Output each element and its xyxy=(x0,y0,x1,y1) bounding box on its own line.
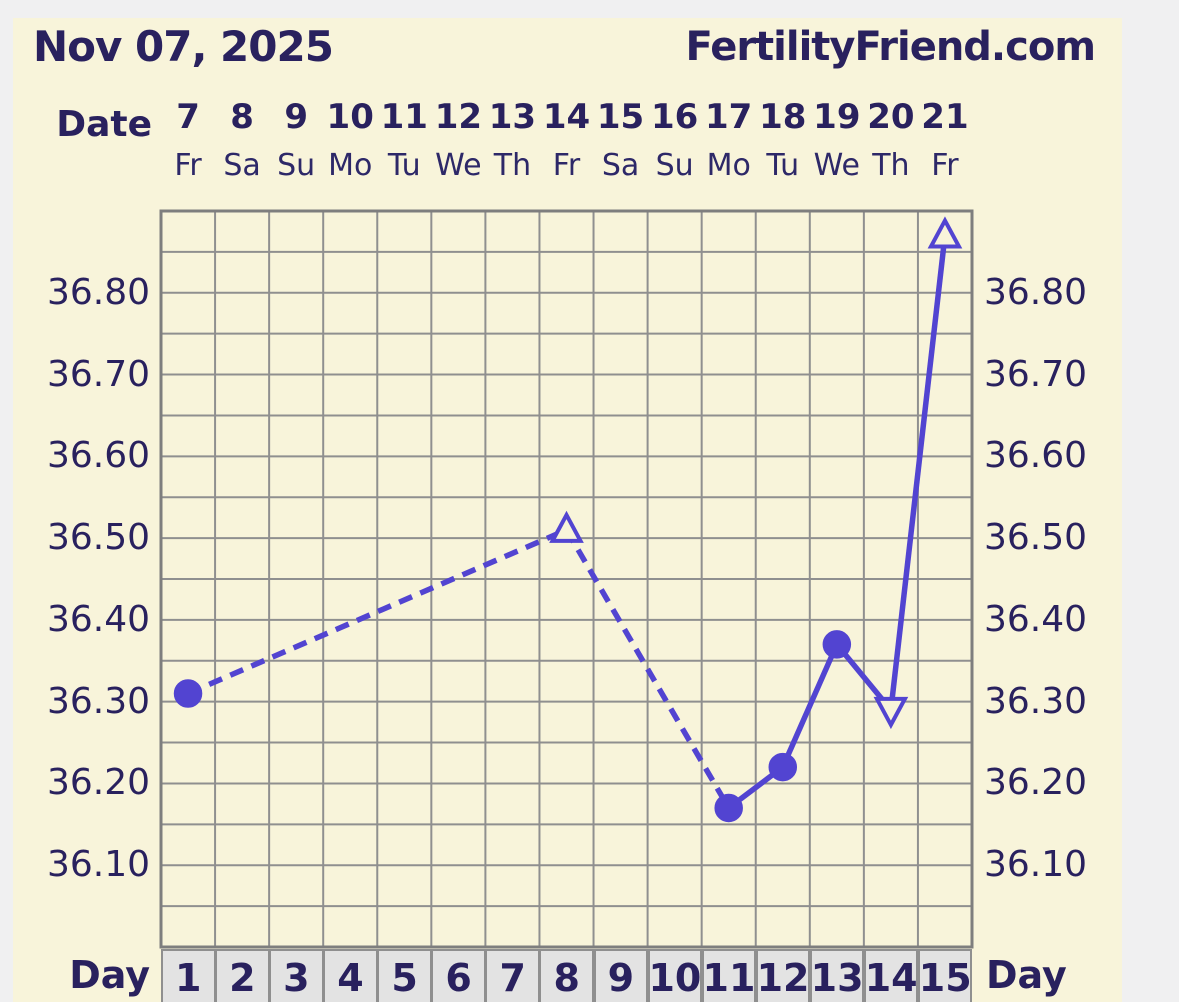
data-point-day-15[interactable] xyxy=(927,216,963,249)
y-tick-right-36.70: 36.70 xyxy=(984,353,1088,395)
y-tick-right-36.10: 36.10 xyxy=(984,844,1088,886)
y-tick-right-36.80: 36.80 xyxy=(984,271,1088,313)
weekday-tick: Tu xyxy=(387,148,421,183)
data-point-day-12[interactable] xyxy=(768,752,798,782)
y-tick-left-36.30: 36.30 xyxy=(46,680,150,722)
day-cell-9[interactable]: 9 xyxy=(593,949,649,1002)
y-tick-left-36.50: 36.50 xyxy=(46,517,150,559)
data-point-day-14[interactable] xyxy=(873,696,909,730)
weekday-tick: Su xyxy=(277,148,316,183)
day-axis-caption-right: Day xyxy=(986,953,1067,997)
day-cell-1[interactable]: 1 xyxy=(161,949,216,1002)
weekday-tick: Fr xyxy=(552,148,581,183)
weekday-tick: Sa xyxy=(601,148,640,183)
data-point-day-1[interactable] xyxy=(173,679,203,708)
day-cell-6[interactable]: 6 xyxy=(431,949,486,1002)
brand-link[interactable]: FertilityFriend.com xyxy=(685,24,1096,70)
day-cell-4[interactable]: 4 xyxy=(323,949,378,1002)
chart-card xyxy=(13,18,1122,1002)
data-point-day-11[interactable] xyxy=(714,793,743,823)
weekday-tick: Mo xyxy=(706,148,751,183)
day-cell-2[interactable]: 2 xyxy=(215,949,270,1002)
day-cell-7[interactable]: 7 xyxy=(485,949,540,1002)
y-tick-left-36.60: 36.60 xyxy=(46,435,150,477)
y-tick-left-36.10: 36.10 xyxy=(46,844,150,886)
date-tick-8: 8 xyxy=(230,97,254,137)
weekday-tick: We xyxy=(435,148,482,183)
date-tick-11: 11 xyxy=(380,97,428,137)
date-tick-19: 19 xyxy=(813,97,861,137)
chart-date-title: Nov 07, 2025 xyxy=(33,22,334,71)
y-tick-left-36.80: 36.80 xyxy=(46,271,150,313)
day-axis-caption-left: Day xyxy=(69,953,150,997)
y-tick-right-36.50: 36.50 xyxy=(984,517,1088,559)
weekday-tick: Sa xyxy=(223,148,261,183)
day-cell-13[interactable]: 13 xyxy=(809,949,865,1002)
day-cell-12[interactable]: 12 xyxy=(755,949,811,1002)
weekday-tick: Fr xyxy=(174,148,202,183)
y-tick-left-36.40: 36.40 xyxy=(46,598,150,640)
date-tick-20: 20 xyxy=(867,97,915,137)
weekday-tick: Mo xyxy=(328,148,373,183)
temp-line-dashed xyxy=(564,528,732,810)
date-tick-17: 17 xyxy=(705,97,753,137)
day-cell-10[interactable]: 10 xyxy=(647,949,703,1002)
weekday-tick: Tu xyxy=(766,148,800,183)
y-tick-right-36.20: 36.20 xyxy=(984,762,1088,804)
y-tick-left-36.20: 36.20 xyxy=(46,762,150,804)
data-point-day-8[interactable] xyxy=(549,510,584,543)
date-tick-7: 7 xyxy=(176,97,200,137)
date-tick-9: 9 xyxy=(284,97,308,137)
day-cell-8[interactable]: 8 xyxy=(539,949,595,1002)
date-tick-18: 18 xyxy=(759,97,807,137)
date-tick-21: 21 xyxy=(921,97,969,137)
date-axis-caption: Date xyxy=(56,104,152,145)
day-cell-3[interactable]: 3 xyxy=(269,949,324,1002)
weekday-tick: Fr xyxy=(931,148,959,183)
data-point-day-13[interactable] xyxy=(822,630,852,659)
y-tick-right-36.30: 36.30 xyxy=(984,680,1088,722)
weekday-tick: Th xyxy=(493,148,532,183)
date-tick-16: 16 xyxy=(650,97,699,137)
day-cell-5[interactable]: 5 xyxy=(377,949,432,1002)
date-tick-13: 13 xyxy=(488,97,537,137)
date-tick-14: 14 xyxy=(542,97,591,137)
weekday-tick: We xyxy=(813,148,861,183)
y-tick-right-36.40: 36.40 xyxy=(984,598,1088,640)
day-cell-11[interactable]: 11 xyxy=(701,949,757,1002)
date-tick-12: 12 xyxy=(434,97,483,137)
plot-border xyxy=(159,209,974,949)
temp-line-solid xyxy=(780,643,840,769)
y-tick-right-36.60: 36.60 xyxy=(984,435,1088,477)
temp-line-solid xyxy=(888,235,948,711)
weekday-tick: Th xyxy=(872,148,910,183)
date-tick-10: 10 xyxy=(326,97,374,137)
weekday-tick: Su xyxy=(655,148,694,183)
y-tick-left-36.70: 36.70 xyxy=(46,353,150,395)
date-tick-15: 15 xyxy=(596,97,645,137)
day-cell-14[interactable]: 14 xyxy=(863,949,919,1002)
day-cell-15[interactable]: 15 xyxy=(917,949,973,1002)
